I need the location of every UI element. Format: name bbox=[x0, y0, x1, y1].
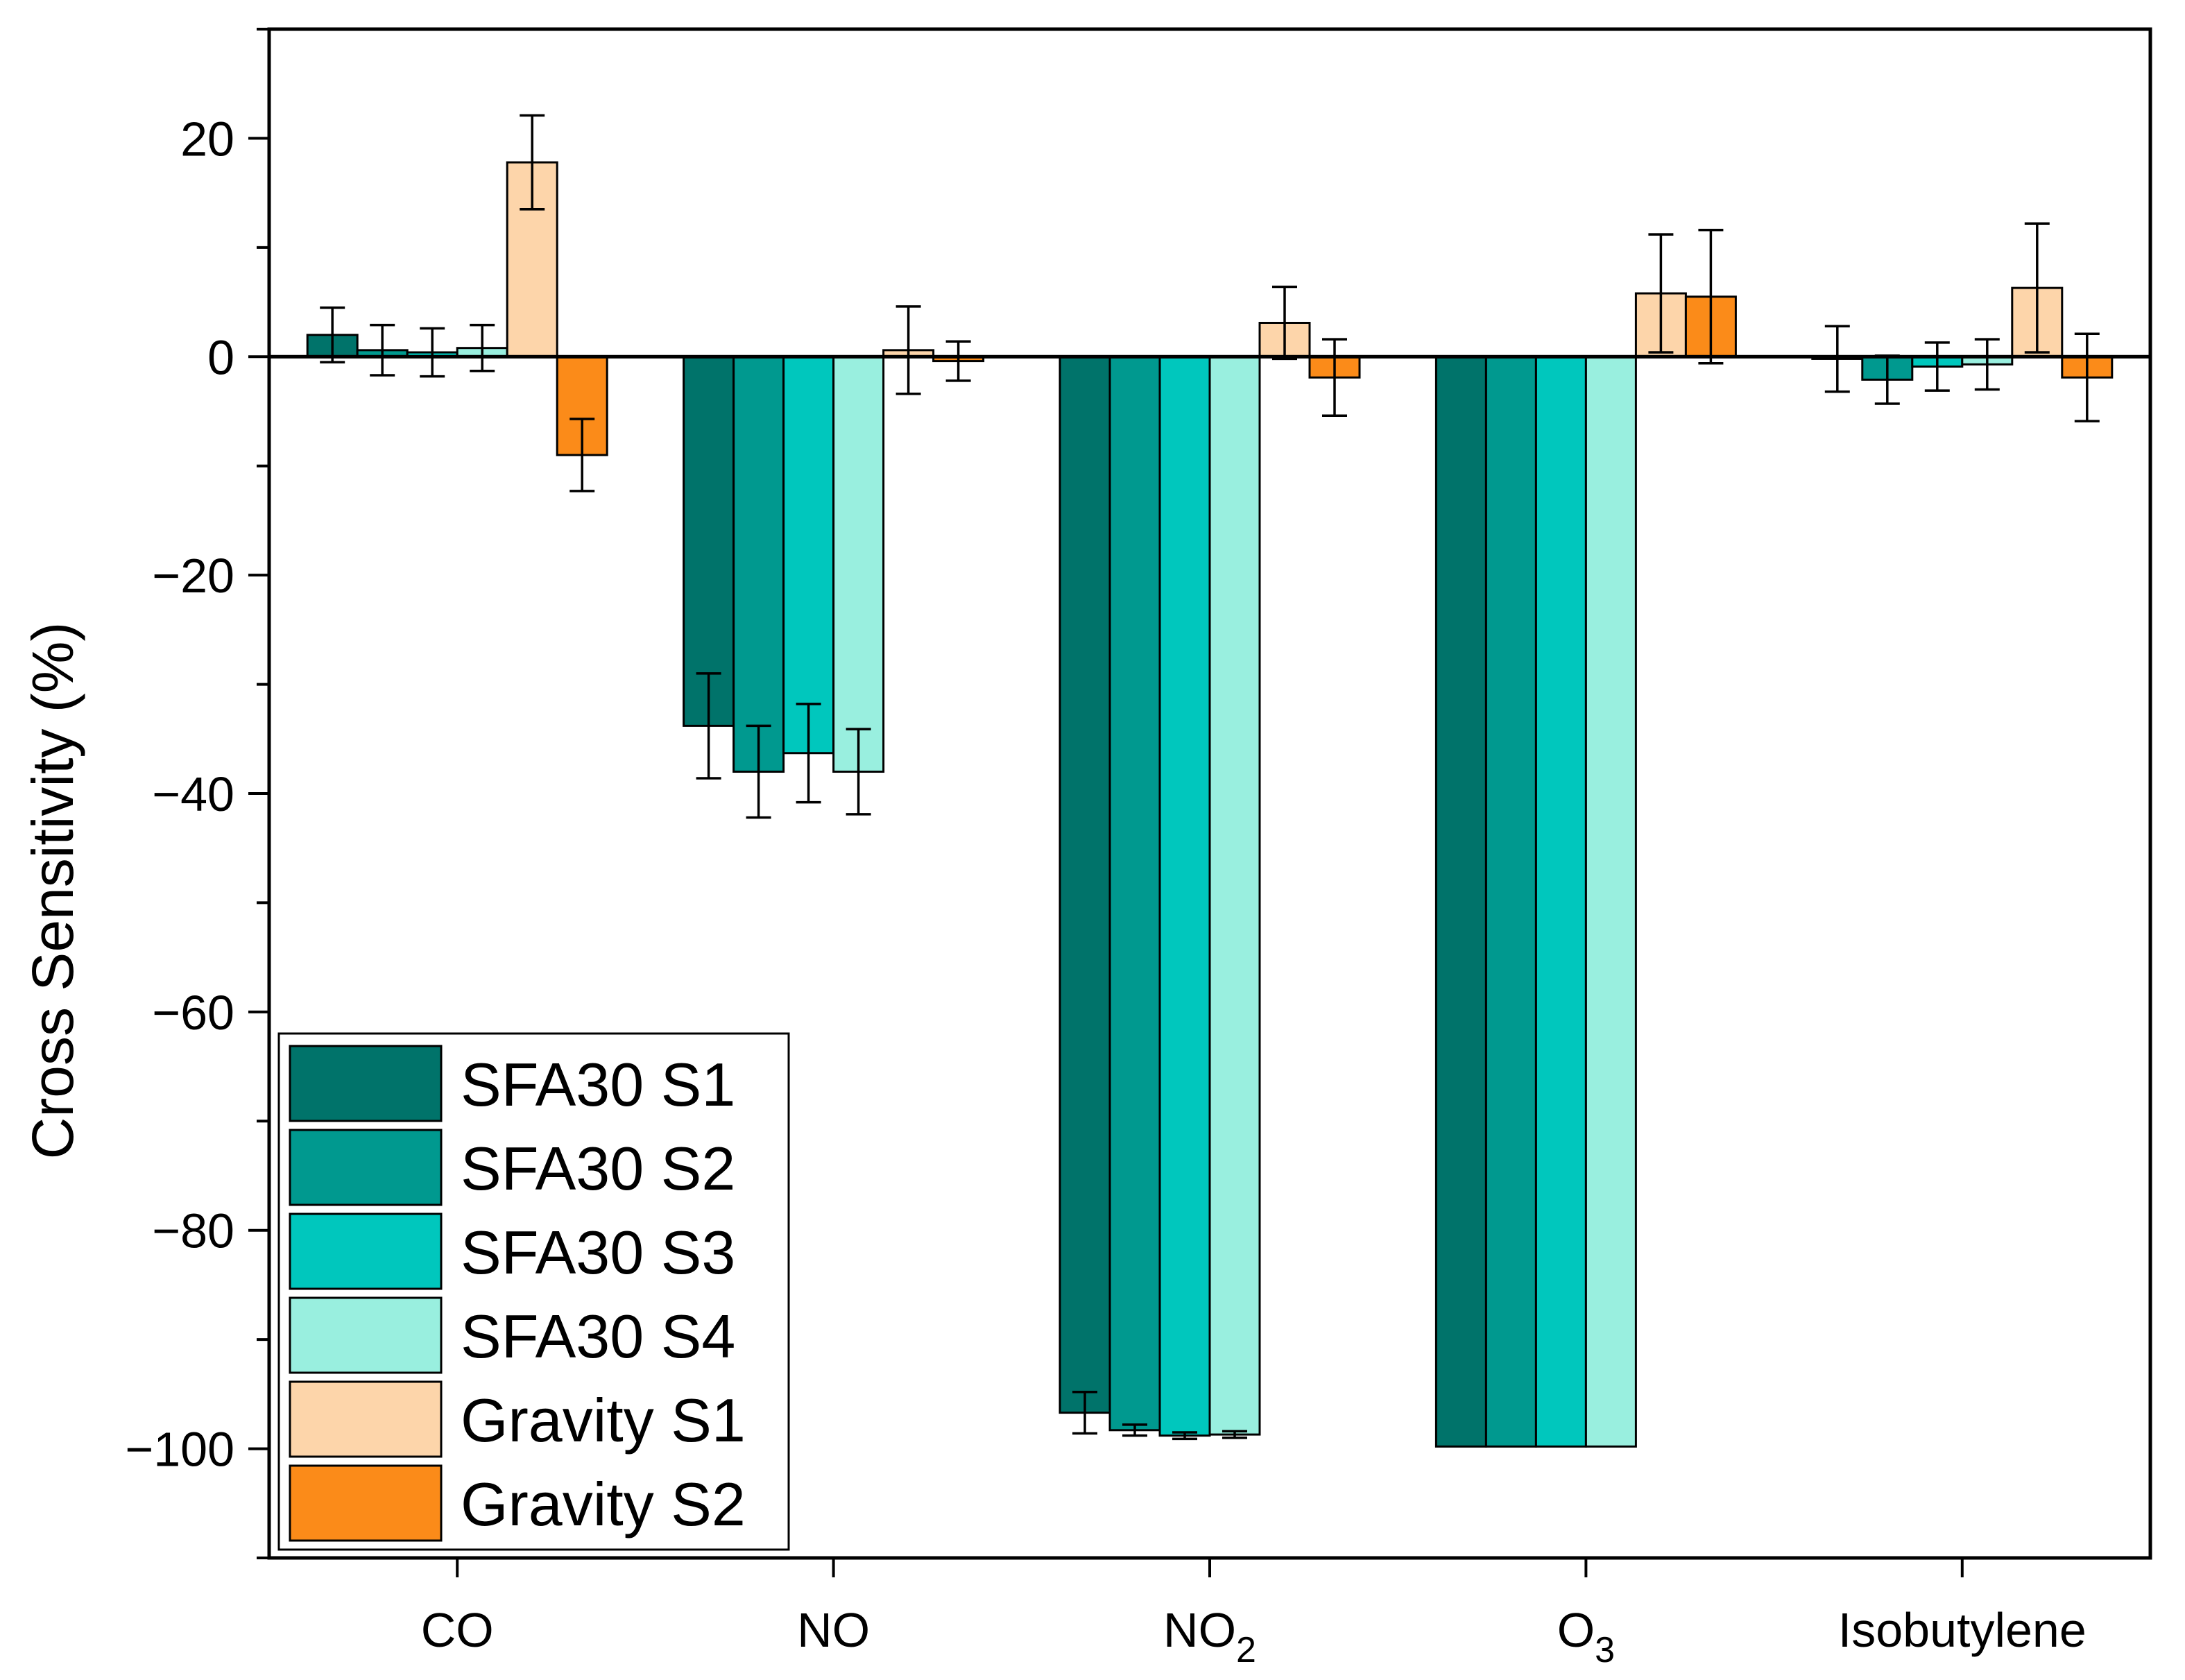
bar bbox=[1108, 355, 1161, 1432]
y-tick-label: 0 bbox=[207, 330, 234, 384]
legend-swatch bbox=[289, 1464, 443, 1542]
legend-label: SFA30 S3 bbox=[461, 1218, 735, 1287]
x-tick-label-text: O bbox=[1557, 1603, 1595, 1657]
bar bbox=[832, 355, 885, 773]
legend-swatch bbox=[289, 1212, 443, 1290]
x-tick-label: NO2 bbox=[1163, 1603, 1256, 1670]
axes-layer: −100 −80 −60 −40 −20 0 20 Cross Sensitivity (%)… bbox=[20, 28, 2087, 1670]
bar bbox=[1158, 355, 1211, 1437]
legend: SFA30 S1 SFA30 S2 SFA30 S3 SFA30 S4 Gravity … bbox=[277, 1032, 790, 1551]
y-tick-label: −80 bbox=[152, 1204, 234, 1258]
x-tick-label: NO bbox=[797, 1603, 870, 1657]
legend-swatch bbox=[289, 1380, 443, 1458]
bar bbox=[782, 355, 835, 755]
legend-label: SFA30 S1 bbox=[461, 1050, 735, 1119]
x-tick-label-subscript: 3 bbox=[1595, 1630, 1615, 1670]
bar bbox=[1584, 355, 1637, 1448]
bar bbox=[1534, 355, 1587, 1448]
bar bbox=[683, 355, 735, 727]
bar bbox=[1484, 355, 1537, 1448]
legend-label: SFA30 S2 bbox=[461, 1134, 735, 1203]
bar bbox=[1208, 355, 1261, 1436]
x-tick-label-text: NO bbox=[797, 1603, 870, 1657]
legend-label: Gravity S2 bbox=[461, 1470, 746, 1538]
legend-swatch bbox=[289, 1296, 443, 1374]
legend-label: SFA30 S4 bbox=[461, 1302, 735, 1371]
y-tick-label: −60 bbox=[152, 986, 234, 1040]
x-tick-label: CO bbox=[421, 1603, 494, 1657]
x-tick-label-text: NO bbox=[1163, 1603, 1236, 1657]
x-tick-label-text: CO bbox=[421, 1603, 494, 1657]
x-tick-label: O3 bbox=[1557, 1603, 1615, 1670]
bar bbox=[1059, 355, 1111, 1414]
x-tick-label-subscript: 2 bbox=[1236, 1630, 1256, 1670]
y-axis-title: Cross Sensitivity (%) bbox=[20, 622, 85, 1160]
y-tick-label: −20 bbox=[152, 549, 234, 603]
error-bars-layer bbox=[320, 114, 2100, 1441]
plot-frame-layer bbox=[267, 27, 2152, 1560]
y-tick-label: 20 bbox=[180, 112, 234, 166]
x-tick-label: Isobutylene bbox=[1838, 1603, 2087, 1657]
plot-frame bbox=[267, 27, 2152, 1560]
bar bbox=[1434, 355, 1487, 1448]
x-tick-label-text: Isobutylene bbox=[1838, 1603, 2087, 1657]
legend-swatch bbox=[289, 1129, 443, 1206]
y-tick-label: −100 bbox=[125, 1423, 234, 1477]
legend-label: Gravity S1 bbox=[461, 1386, 746, 1455]
legend-swatch bbox=[289, 1045, 443, 1122]
bar bbox=[732, 355, 785, 773]
y-tick-label: −40 bbox=[152, 767, 234, 821]
